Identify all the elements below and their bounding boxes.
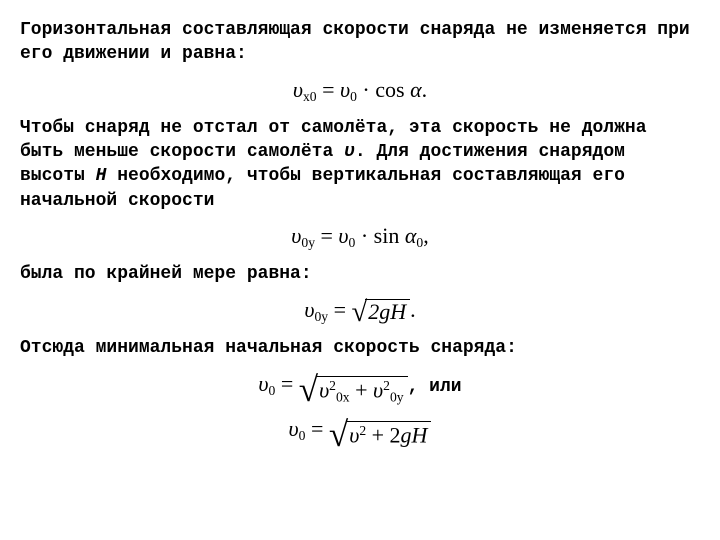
formula-3: υ0y = √2gH. (20, 295, 700, 326)
paragraph-3: была по крайней мере равна: (20, 262, 700, 286)
paragraph-2: Чтобы снаряд не отстал от самолёта, эта … (20, 116, 700, 213)
formula-5: υ0 = √υ2 + 2gH (20, 414, 700, 449)
formula-1: υx0 = υ0 · cos α. (20, 75, 700, 106)
paragraph-4: Отсюда минимальная начальная скорость сн… (20, 336, 700, 360)
paragraph-1: Горизонтальная составляющая скорости сна… (20, 18, 700, 67)
formula-4: υ0 = √υ20x + υ20y, или (20, 368, 700, 403)
formula-2: υ0y = υ0 · sin α0, (20, 221, 700, 252)
